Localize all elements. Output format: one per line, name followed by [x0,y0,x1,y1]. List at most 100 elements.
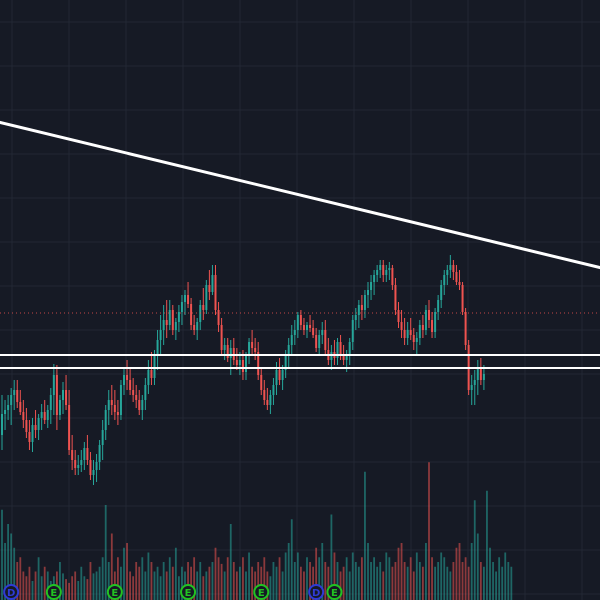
volume-bar [388,557,391,600]
candle-body [159,330,162,340]
candle-body [22,412,25,420]
volume-bar [13,547,16,600]
volume-bar [382,571,385,600]
volume-bar [510,566,513,600]
earnings-marker[interactable]: E [253,584,270,600]
volume-bar [492,562,494,600]
candle-body [205,285,208,310]
volume-bar [199,562,202,600]
earnings-marker[interactable]: E [326,584,343,600]
volume-bar [193,557,196,600]
volume-bar [153,571,156,600]
candle-body [126,375,129,380]
volume-bar [406,566,409,600]
volume-bar [336,562,339,600]
volume-bar [397,547,400,600]
volume-bar [495,571,497,600]
candle-body [287,345,290,355]
volume-bar [59,562,61,600]
volume-bar [345,557,348,600]
drawings[interactable] [0,120,600,369]
candle-body [360,305,363,310]
candle-body [464,312,467,345]
candle-body [434,312,437,332]
candle-body [19,402,22,412]
candle-body [296,315,299,330]
earnings-marker[interactable]: E [106,584,123,600]
volume-bar [327,566,330,600]
volume-bar [187,562,189,600]
volume-bar [437,562,440,600]
volume-bar [309,562,311,600]
volume-bar [178,576,180,600]
volume-bar [312,566,314,600]
volume-bar [498,557,501,600]
candle-body [123,375,125,385]
candle-body [370,282,373,290]
earnings-marker[interactable]: E [45,584,62,600]
candle-body [153,355,156,378]
candle-body [312,328,315,335]
volume-bar [16,562,19,600]
earnings-marker[interactable]: E [180,584,197,600]
candle-body [141,400,144,410]
volume-bar [235,571,238,600]
candle-body [25,420,28,432]
candle-body [58,400,61,415]
event-marker-circle [3,584,20,600]
volume-bar [245,571,247,600]
volume-bar [7,524,9,600]
candle-body [306,325,308,330]
candle-body [116,412,119,415]
volume-bar [357,566,360,600]
dividend-marker[interactable]: D [3,584,20,600]
candle-body [110,400,113,405]
candle-body [260,375,263,390]
volume-bar [278,557,281,600]
candle-body [455,272,458,282]
volume-bar [141,557,144,600]
volume-bar [364,471,366,600]
volume-bar [330,514,333,600]
candle-body [397,310,400,322]
volume-bar [379,562,382,600]
candle-body [254,348,257,352]
volume-bar [428,462,430,600]
volume-bar [168,557,171,600]
volume-bar [452,562,455,600]
volume-bar [412,571,415,600]
volume-bar [440,552,443,600]
volume-bar [422,566,424,600]
event-marker-label: D [7,588,15,599]
candle-body [315,335,318,348]
volume-bar [95,571,98,600]
candle-body [214,275,217,310]
volume-bar [403,562,406,600]
candle-body [482,374,485,380]
volume-bar [165,571,168,600]
volume-bar [489,547,491,600]
volume-bar [220,563,223,600]
volume-bar [101,557,104,600]
volume-bar [1,509,3,600]
candle-body [363,295,366,310]
candle-body [113,405,116,412]
volume-bar [251,566,253,600]
trendline[interactable] [0,120,600,270]
volume-bar [132,576,135,600]
candle-body [80,460,83,465]
candle-body [171,310,174,330]
candle-body [211,275,214,292]
dividend-marker[interactable]: D [308,584,325,600]
candle-body [394,285,397,310]
volume-bar [147,552,150,600]
volume-bar [306,557,308,600]
volume-bar [479,562,482,600]
candle-body [92,470,95,475]
volume-bar [71,576,74,600]
candle-body [165,320,168,325]
